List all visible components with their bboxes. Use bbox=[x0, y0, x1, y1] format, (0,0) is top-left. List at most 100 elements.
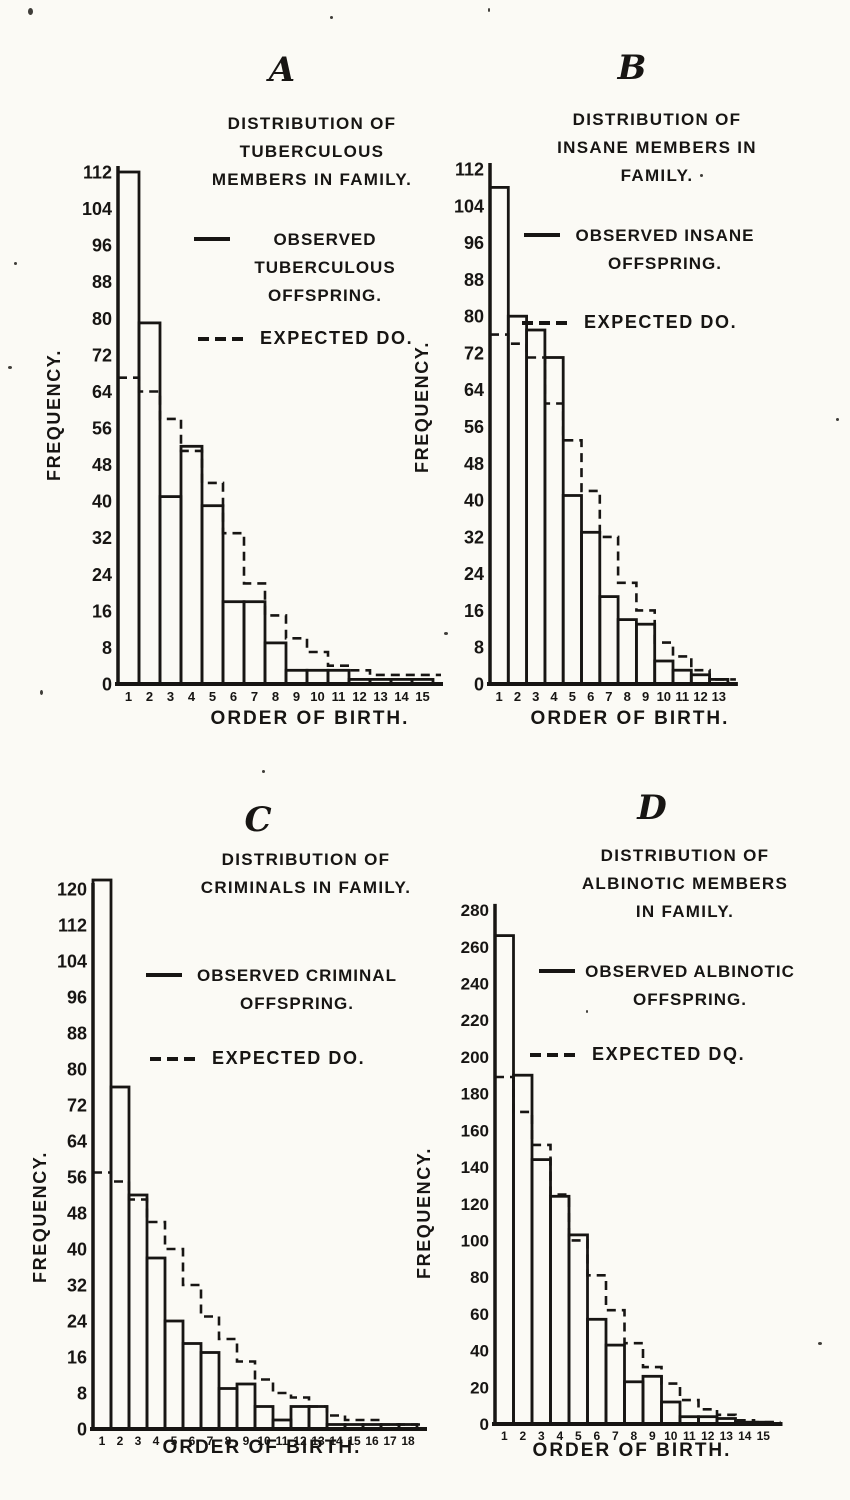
y-tick-label: 16 bbox=[92, 601, 112, 621]
x-tick-label: 13 bbox=[311, 1434, 325, 1448]
y-tick-label: 40 bbox=[470, 1342, 489, 1361]
bar-D-3 bbox=[530, 1158, 552, 1426]
y-tick-label: 96 bbox=[67, 988, 87, 1008]
x-tick-label: 7 bbox=[605, 689, 612, 704]
y-tick-label: 104 bbox=[57, 952, 87, 972]
bar-A-1 bbox=[116, 170, 141, 686]
y-tick-label: 100 bbox=[461, 1232, 489, 1251]
x-tick-label: 11 bbox=[683, 1429, 696, 1443]
x-tick-label: 9 bbox=[243, 1434, 250, 1448]
bar-B-10 bbox=[653, 659, 675, 686]
x-tick-label: 14 bbox=[738, 1429, 752, 1443]
x-tick-label: 14 bbox=[329, 1434, 343, 1448]
bar-A-10 bbox=[305, 668, 330, 686]
y-tick-label: 56 bbox=[464, 417, 484, 437]
panel-letter-b: B bbox=[617, 48, 647, 88]
y-tick-label: 180 bbox=[461, 1085, 489, 1104]
y-tick-label: 260 bbox=[461, 938, 489, 957]
bar-A-8 bbox=[263, 641, 288, 686]
scan-speck bbox=[444, 632, 448, 635]
bar-A-13 bbox=[368, 678, 393, 686]
bar-C-13 bbox=[307, 1405, 329, 1431]
x-tick-label: 16 bbox=[365, 1434, 379, 1448]
x-tick-label: 2 bbox=[519, 1429, 526, 1443]
histogram-chart-d: 0 20 40 60 80 100 120 140 160 180 200 220 240 260 280 1… bbox=[461, 901, 783, 1443]
panel-letter-c: C bbox=[244, 800, 272, 840]
bar-B-8 bbox=[616, 618, 638, 686]
y-axis-label-b: FREQUENCY. bbox=[412, 341, 432, 474]
x-tick-label: 10 bbox=[310, 689, 324, 704]
legend-expected-label: EXPECTED DO. bbox=[260, 328, 414, 348]
bar-A-12 bbox=[347, 678, 372, 686]
y-tick-label: 48 bbox=[67, 1204, 87, 1224]
y-tick-label: 48 bbox=[92, 455, 112, 475]
x-tick-label: 1 bbox=[495, 689, 502, 704]
y-tick-label: 72 bbox=[464, 343, 484, 363]
x-axis-label-b: ORDER OF BIRTH. bbox=[530, 708, 730, 729]
bar-D-12 bbox=[697, 1415, 719, 1426]
bar-D-5 bbox=[567, 1233, 589, 1426]
bar-A-14 bbox=[389, 678, 414, 686]
scan-speck bbox=[488, 8, 490, 12]
y-tick-label: 24 bbox=[92, 565, 112, 585]
x-tick-label: 8 bbox=[272, 689, 279, 704]
expected-step-A bbox=[118, 376, 441, 677]
expected-step-B bbox=[490, 333, 736, 681]
scan-speck bbox=[28, 8, 33, 15]
y-tick-label: 32 bbox=[92, 528, 112, 548]
y-tick-label: 20 bbox=[470, 1378, 489, 1397]
x-tick-label: 6 bbox=[593, 1429, 600, 1443]
bar-B-12 bbox=[689, 673, 712, 686]
scan-speck bbox=[836, 418, 839, 421]
bar-D-8 bbox=[623, 1380, 645, 1426]
x-tick-label: 15 bbox=[757, 1429, 771, 1443]
bar-D-1 bbox=[493, 934, 515, 1426]
scan-speck bbox=[262, 770, 265, 773]
bar-B-4 bbox=[543, 356, 565, 686]
y-tick-label: 88 bbox=[67, 1024, 87, 1044]
x-tick-label: 8 bbox=[624, 689, 631, 704]
y-tick-label: 200 bbox=[461, 1048, 489, 1067]
legend-observed-d: OBSERVED ALBINOTIC OFFSPRING. bbox=[535, 958, 845, 1014]
legend-expected-label: EXPECTED DQ. bbox=[592, 1044, 746, 1064]
x-tick-label: 10 bbox=[664, 1429, 678, 1443]
scan-speck bbox=[330, 16, 333, 19]
y-tick-label: 56 bbox=[92, 419, 112, 439]
y-tick-label: 80 bbox=[470, 1268, 489, 1287]
observed-line-swatch bbox=[524, 233, 560, 237]
bar-B-7 bbox=[598, 595, 620, 686]
bar-A-5 bbox=[200, 504, 225, 686]
y-tick-label: 80 bbox=[464, 307, 484, 327]
y-tick-label: 64 bbox=[67, 1132, 87, 1152]
x-tick-label: 12 bbox=[701, 1429, 715, 1443]
x-tick-label: 7 bbox=[612, 1429, 619, 1443]
scan-speck bbox=[700, 174, 703, 177]
bar-B-6 bbox=[580, 530, 602, 686]
bar-C-6 bbox=[181, 1342, 203, 1431]
observed-line-swatch bbox=[194, 237, 230, 241]
x-tick-label: 13 bbox=[720, 1429, 734, 1443]
y-tick-label: 48 bbox=[464, 454, 484, 474]
x-axis-label-d: ORDER OF BIRTH. bbox=[532, 1440, 732, 1461]
y-tick-label: 104 bbox=[82, 199, 112, 219]
bar-C-15 bbox=[343, 1423, 365, 1431]
y-tick-label: 88 bbox=[92, 272, 112, 292]
bar-B-11 bbox=[671, 668, 693, 686]
y-tick-label: 64 bbox=[464, 380, 484, 400]
y-tick-label: 60 bbox=[470, 1305, 489, 1324]
bar-B-9 bbox=[634, 622, 657, 686]
bar-C-1 bbox=[91, 878, 113, 1431]
x-tick-label: 18 bbox=[401, 1434, 415, 1448]
bar-C-14 bbox=[325, 1423, 347, 1431]
x-tick-label: 7 bbox=[207, 1434, 214, 1448]
expected-step-D bbox=[495, 1075, 781, 1424]
legend-expected-a: EXPECTED DO. bbox=[198, 328, 413, 349]
x-tick-label: 10 bbox=[257, 1434, 271, 1448]
y-tick-label: 112 bbox=[455, 160, 484, 180]
y-tick-label: 8 bbox=[77, 1384, 87, 1404]
panel-title-b: DISTRIBUTION OF INSANE MEMBERS IN FAMILY… bbox=[557, 110, 757, 185]
x-tick-label: 6 bbox=[230, 689, 237, 704]
